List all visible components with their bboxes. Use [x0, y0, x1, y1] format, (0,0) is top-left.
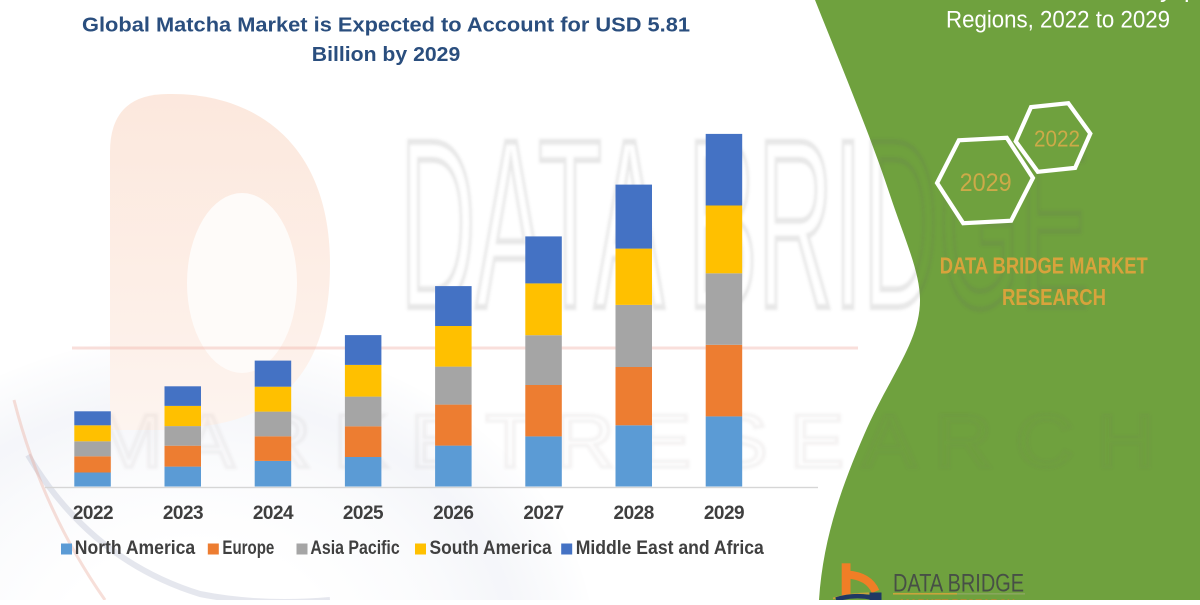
svg-text:2026: 2026 — [433, 503, 473, 524]
svg-text:South America: South America — [430, 538, 553, 559]
svg-text:2023: 2023 — [163, 503, 203, 524]
svg-text:2029: 2029 — [960, 169, 1012, 197]
svg-text:Middle East and Africa: Middle East and Africa — [576, 538, 765, 559]
svg-text:RESEARCH: RESEARCH — [1002, 284, 1106, 310]
svg-text:Europe: Europe — [222, 538, 274, 559]
svg-text:2022: 2022 — [73, 503, 113, 524]
svg-text:Billion by 2029: Billion by 2029 — [312, 44, 461, 66]
svg-text:2024: 2024 — [253, 503, 294, 524]
svg-text:Asia Pacific: Asia Pacific — [310, 538, 400, 559]
svg-text:2022: 2022 — [1034, 125, 1080, 151]
svg-text:p: p — [1184, 0, 1198, 3]
svg-text:y: y — [1160, 0, 1173, 3]
svg-text:2029: 2029 — [704, 503, 744, 524]
svg-text:DATA BRIDGE MARKET: DATA BRIDGE MARKET — [940, 253, 1148, 279]
svg-text:2027: 2027 — [523, 503, 563, 524]
svg-text:North America: North America — [75, 538, 196, 559]
svg-text:2028: 2028 — [614, 503, 654, 524]
svg-text:Regions, 2022 to 2029: Regions, 2022 to 2029 — [946, 7, 1170, 34]
svg-text:2025: 2025 — [343, 503, 384, 524]
svg-text:MARKET RESEARCH: MARKET RESEARCH — [900, 597, 1015, 601]
svg-text:DATA BRIDGE: DATA BRIDGE — [893, 569, 1024, 597]
svg-text:Global Matcha Market is Expect: Global Matcha Market is Expected to Acco… — [82, 15, 690, 37]
